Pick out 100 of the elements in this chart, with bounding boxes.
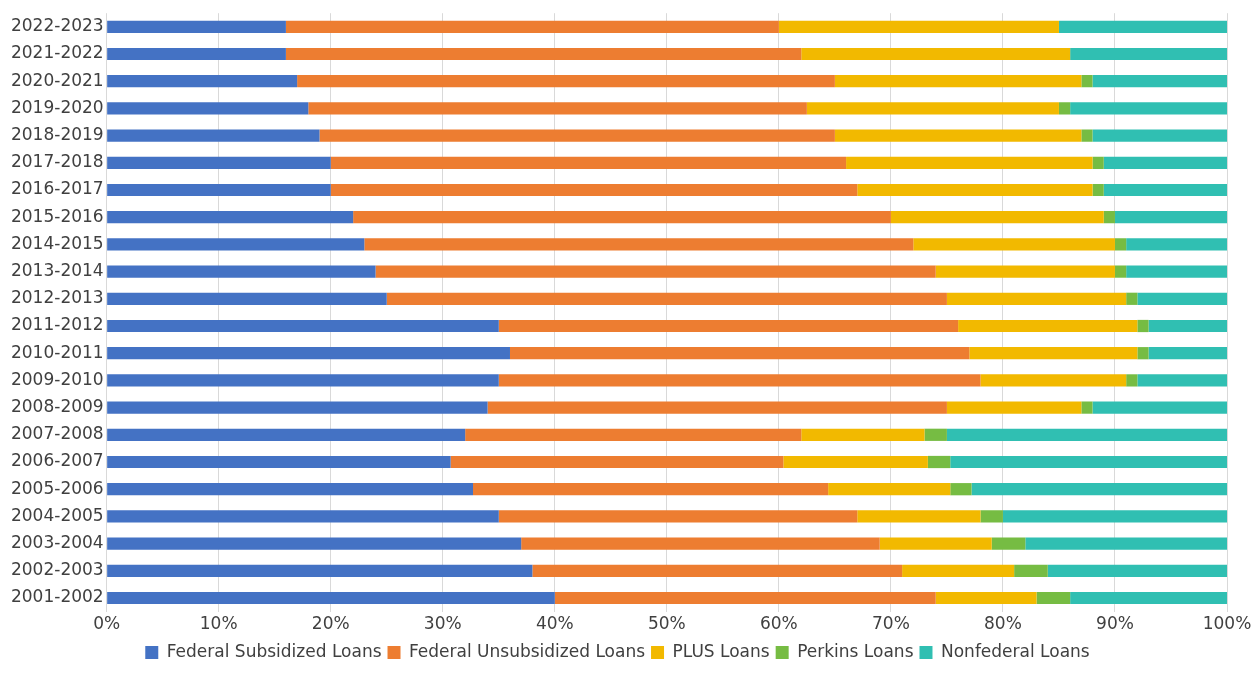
- bar: [801, 428, 925, 441]
- y-tick-label: 2002-2003: [10, 559, 104, 580]
- bar: [879, 537, 992, 550]
- bar: [857, 183, 1093, 197]
- bar: [498, 319, 959, 333]
- x-tick-label: 100%: [1202, 613, 1252, 634]
- bar: [935, 591, 1037, 605]
- bar: [991, 537, 1026, 550]
- bar: [828, 483, 951, 496]
- y-tick-label: 2003-2004: [10, 532, 104, 553]
- y-tick-label: 2005-2006: [10, 477, 104, 498]
- bar: [107, 374, 499, 387]
- legend-label: Federal Unsubsidized Loans: [409, 640, 646, 661]
- bar: [1047, 564, 1227, 577]
- bar: [1070, 47, 1227, 61]
- bar: [107, 20, 286, 33]
- bar: [857, 510, 981, 523]
- bar: [980, 510, 1003, 523]
- x-tick-label: 10%: [199, 613, 238, 634]
- legend-label: Federal Subsidized Loans: [166, 640, 382, 661]
- bar: [375, 265, 936, 278]
- bar: [107, 211, 354, 224]
- y-tick-label: 2014-2015: [10, 232, 104, 253]
- y-tick-label: 2011-2012: [10, 314, 104, 335]
- y-tick-label: 2022-2023: [10, 15, 104, 36]
- bar: [913, 238, 1115, 251]
- bar: [465, 428, 802, 441]
- y-tick-label: 2007-2008: [10, 423, 104, 444]
- bar: [473, 483, 829, 496]
- bar: [319, 129, 835, 142]
- bar: [946, 292, 1127, 305]
- y-tick-label: 2021-2022: [10, 42, 104, 63]
- bar: [950, 483, 972, 496]
- bar: [107, 455, 451, 469]
- bar: [1092, 401, 1227, 414]
- bar: [308, 102, 807, 115]
- x-tick-label: 20%: [311, 613, 350, 634]
- bar: [1081, 129, 1093, 142]
- y-tick-label: 2016-2017: [10, 178, 104, 199]
- bar: [801, 47, 1071, 61]
- bar: [890, 211, 1104, 224]
- bar: [1092, 75, 1227, 88]
- bar: [330, 183, 858, 197]
- y-tick-label: 2004-2005: [10, 504, 104, 525]
- bar: [1058, 20, 1227, 33]
- bar: [1137, 319, 1149, 333]
- bar: [107, 102, 309, 115]
- bar: [806, 102, 1059, 115]
- bar: [958, 319, 1138, 333]
- y-tick-label: 2018-2019: [10, 124, 104, 145]
- bar: [1126, 374, 1138, 387]
- bar: [783, 455, 928, 469]
- bar: [532, 564, 903, 577]
- bar: [1058, 102, 1071, 115]
- bar: [1114, 238, 1127, 251]
- bar: [1148, 347, 1227, 360]
- bar: [498, 374, 981, 387]
- bar: [1103, 183, 1227, 197]
- x-tick-label: 90%: [1096, 613, 1134, 634]
- bar: [1025, 537, 1227, 550]
- bar: [1114, 265, 1127, 278]
- bar: [107, 238, 365, 251]
- bar: [1114, 211, 1227, 224]
- bar: [971, 483, 1227, 496]
- bar: [834, 75, 1082, 88]
- bar: [107, 265, 376, 278]
- bar: [107, 319, 499, 333]
- bar: [107, 156, 331, 169]
- bar: [107, 183, 331, 197]
- bar: [846, 156, 1093, 169]
- x-tick-label: 70%: [872, 613, 910, 634]
- bar: [353, 211, 891, 224]
- bar: [1126, 292, 1138, 305]
- bar: [554, 591, 936, 605]
- bar: [935, 265, 1115, 278]
- bar: [107, 129, 320, 142]
- x-tick-label: 50%: [647, 613, 686, 634]
- x-tick-label: 80%: [984, 613, 1022, 634]
- bar: [834, 129, 1082, 142]
- bar: [1014, 564, 1048, 577]
- y-tick-label: 2020-2021: [10, 69, 104, 90]
- bar: [521, 537, 880, 550]
- bar: [498, 510, 858, 523]
- legend-label: Perkins Loans: [797, 640, 914, 661]
- bar: [980, 374, 1127, 387]
- bar: [1092, 183, 1104, 197]
- bar: [107, 292, 387, 305]
- bar: [107, 401, 488, 414]
- bar: [107, 537, 522, 550]
- x-tick-label: 30%: [423, 613, 462, 634]
- bar: [1148, 319, 1227, 333]
- bar: [950, 455, 1227, 469]
- bar: [107, 428, 466, 441]
- bar: [450, 455, 784, 469]
- bar: [364, 238, 914, 251]
- x-tick-label: 0%: [93, 613, 121, 634]
- y-tick-label: 2010-2011: [10, 341, 104, 362]
- y-tick-label: 2001-2002: [10, 586, 104, 607]
- y-tick-label: 2013-2014: [10, 260, 104, 281]
- bar: [330, 156, 847, 169]
